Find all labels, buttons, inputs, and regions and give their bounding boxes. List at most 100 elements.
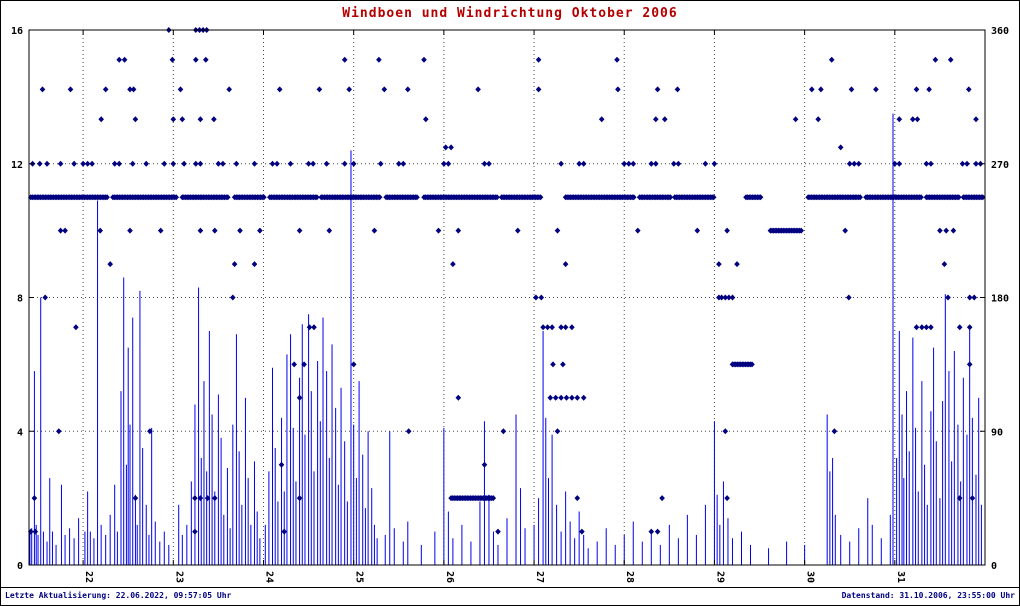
- direction-point: [132, 116, 139, 123]
- direction-point: [80, 160, 86, 167]
- direction-point: [341, 160, 348, 167]
- direction-point: [535, 56, 542, 63]
- direction-point: [301, 361, 307, 368]
- direction-point: [251, 160, 258, 167]
- x-tick-label: 30: [805, 571, 816, 583]
- direction-point: [569, 394, 575, 401]
- direction-point: [111, 160, 118, 167]
- x-tick-label: 24: [263, 571, 274, 583]
- direction-point: [809, 86, 815, 93]
- direction-point: [654, 528, 661, 535]
- direction-point: [873, 86, 879, 93]
- direction-point: [193, 160, 199, 167]
- direction-point: [923, 324, 930, 331]
- direction-point: [296, 227, 303, 234]
- direction-point: [326, 227, 333, 234]
- direction-point: [274, 160, 280, 167]
- direction-point: [251, 261, 258, 268]
- direction-point: [89, 160, 95, 167]
- direction-point: [203, 56, 209, 63]
- direction-point: [828, 56, 835, 63]
- direction-point: [947, 56, 954, 63]
- direction-point: [848, 86, 855, 93]
- direction-point: [724, 227, 730, 234]
- direction-point: [173, 194, 179, 201]
- direction-point: [653, 160, 659, 167]
- direction-point: [197, 116, 204, 123]
- direction-point: [919, 324, 925, 331]
- direction-point: [842, 227, 848, 234]
- direction-point: [306, 324, 313, 331]
- direction-point: [621, 160, 627, 167]
- direction-point: [837, 144, 844, 151]
- direction-point: [574, 394, 581, 401]
- direction-point: [896, 116, 903, 123]
- x-tick-label: 25: [354, 571, 365, 583]
- direction-point: [579, 528, 585, 535]
- direction-point: [421, 56, 427, 63]
- direction-point: [846, 160, 853, 167]
- direction-point: [831, 428, 838, 435]
- direction-point: [932, 56, 939, 63]
- direction-point: [127, 227, 133, 234]
- direction-point: [535, 86, 542, 93]
- direction-point: [896, 160, 903, 167]
- x-tick-label: 23: [173, 571, 184, 583]
- footer-bar: Letzte Aktualisierung: 22.06.2022, 09:57…: [1, 587, 1019, 605]
- direction-point: [495, 528, 501, 535]
- direction-point: [129, 160, 136, 167]
- direction-point: [381, 86, 388, 93]
- direction-point: [225, 194, 231, 201]
- direction-point: [450, 261, 456, 268]
- direction-point: [630, 160, 637, 167]
- x-tick-label: 22: [83, 571, 94, 583]
- direction-point: [197, 160, 204, 167]
- direction-point: [547, 394, 554, 401]
- direction-point: [956, 324, 963, 331]
- y-right-tick-label: 270: [991, 160, 1009, 171]
- direction-point: [257, 227, 263, 234]
- direction-point: [941, 261, 948, 268]
- direction-point: [314, 194, 320, 201]
- direction-point: [31, 495, 38, 502]
- direction-point: [371, 227, 378, 234]
- direction-point: [500, 428, 507, 435]
- direction-point: [562, 261, 569, 268]
- direction-point: [667, 194, 674, 201]
- direction-point: [435, 227, 442, 234]
- direction-point: [405, 86, 411, 93]
- y-left-tick-label: 16: [11, 26, 23, 37]
- y-right-tick-label: 0: [991, 561, 997, 572]
- direction-point: [554, 227, 561, 234]
- direction-point: [490, 495, 497, 502]
- direction-point: [130, 86, 137, 93]
- direction-point: [749, 361, 755, 368]
- direction-point: [170, 160, 177, 167]
- direction-point: [231, 261, 238, 268]
- direction-point: [67, 86, 74, 93]
- direction-point: [169, 56, 176, 63]
- direction-point: [966, 86, 972, 93]
- direction-point: [442, 144, 449, 151]
- direction-point: [305, 160, 312, 167]
- direction-point: [32, 528, 39, 535]
- direction-point: [653, 116, 659, 123]
- y-gridlines: [29, 163, 985, 432]
- direction-point: [405, 428, 412, 435]
- direction-point: [815, 116, 821, 123]
- y-left-tick-label: 8: [17, 294, 23, 305]
- direction-point: [193, 56, 199, 63]
- direction-point: [276, 86, 283, 93]
- y-left-tick-label: 4: [17, 427, 23, 438]
- direction-point: [278, 461, 285, 468]
- direction-point: [959, 160, 966, 167]
- direction-point: [161, 160, 168, 167]
- direction-point: [287, 160, 294, 167]
- direction-point: [177, 86, 184, 93]
- direction-point: [132, 495, 139, 502]
- y-left-tick-labels: 0 4 8 12 16: [11, 26, 23, 572]
- direction-point: [580, 394, 587, 401]
- direction-point: [549, 324, 555, 331]
- direction-point: [892, 160, 898, 167]
